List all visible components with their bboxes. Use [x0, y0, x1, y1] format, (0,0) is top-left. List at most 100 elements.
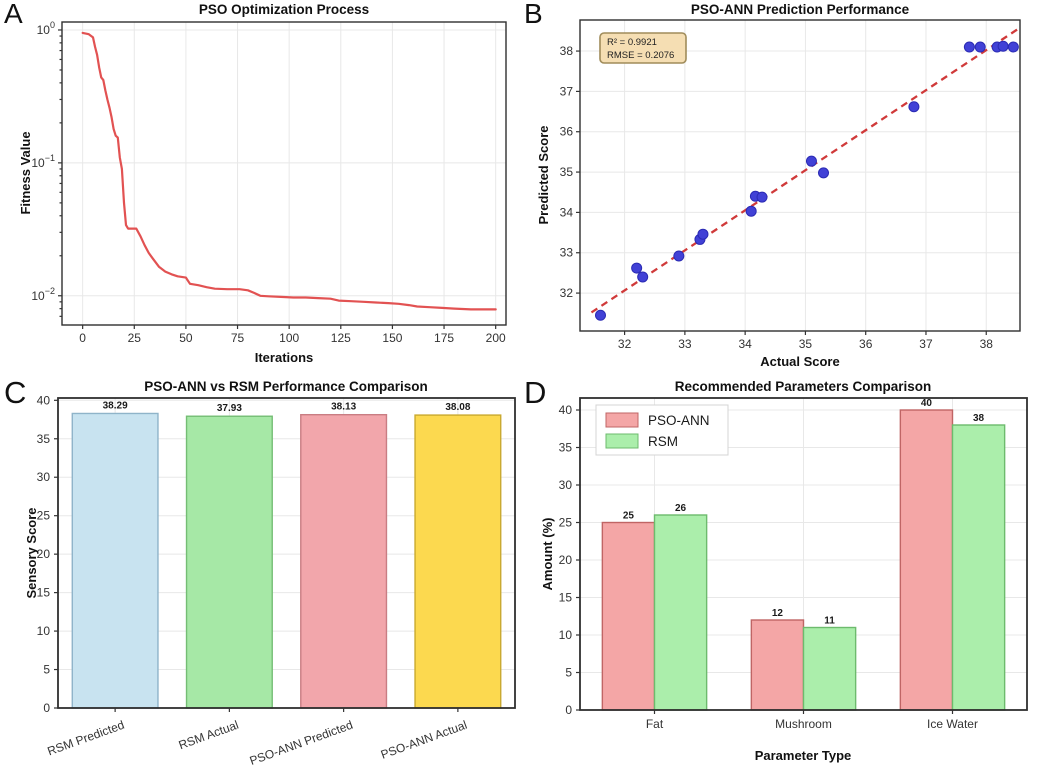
- svg-text:15: 15: [37, 586, 51, 600]
- axes-d: 0 5 10 15 20 25 30 35 40 Fat Mushroom Ice Water: [559, 403, 978, 731]
- svg-text:34: 34: [738, 337, 752, 351]
- grouped-bar-chart-parameters: 25 26 12 11 40 38 0 5 10 15 20 25 30 35 40 Fat Mushroom…: [540, 379, 1028, 763]
- panel-a: A 0 25 50 75 100 125 150 175 200 100 10−1 10−2 PSO …: [0, 0, 520, 375]
- svg-text:PSO-ANN Predicted: PSO-ANN Predicted: [248, 718, 355, 767]
- legend-label-pso-ann: PSO-ANN: [648, 413, 710, 428]
- svg-text:25: 25: [128, 331, 142, 345]
- svg-text:200: 200: [486, 331, 506, 345]
- svg-text:40: 40: [559, 403, 573, 417]
- svg-text:50: 50: [179, 331, 193, 345]
- svg-text:20: 20: [37, 547, 51, 561]
- plot-frame-c: [57, 397, 516, 709]
- svg-text:40: 40: [921, 398, 933, 409]
- stats-annotation: R² = 0.9921 RMSE = 0.2076: [599, 32, 687, 64]
- grid-a: [62, 22, 506, 325]
- svg-text:RSM Predicted: RSM Predicted: [46, 718, 127, 759]
- svg-text:5: 5: [565, 666, 572, 680]
- svg-text:0: 0: [43, 701, 50, 715]
- svg-text:35: 35: [37, 432, 51, 446]
- svg-text:33: 33: [560, 246, 574, 260]
- bar-chart-performance-comparison: 38.29 37.93 38.13 38.08 0 5 10 15 20 25 30 35 40 RSM…: [24, 379, 516, 767]
- svg-text:100: 100: [279, 331, 299, 345]
- panel-letter-c: C: [4, 375, 27, 410]
- svg-text:38: 38: [980, 337, 994, 351]
- line-chart-pso-optimization: 0 25 50 75 100 125 150 175 200 100 10−1 10−2 PSO Op…: [18, 2, 507, 365]
- plot-frame-a: [61, 21, 507, 326]
- svg-text:30: 30: [37, 470, 51, 484]
- svg-text:25: 25: [559, 516, 573, 530]
- svg-text:35: 35: [560, 165, 574, 179]
- svg-text:30: 30: [559, 478, 573, 492]
- chart-title-d: Recommended Parameters Comparison: [675, 379, 932, 394]
- svg-text:125: 125: [331, 331, 351, 345]
- svg-text:38.08: 38.08: [445, 402, 470, 413]
- svg-text:32: 32: [618, 337, 632, 351]
- svg-text:36: 36: [859, 337, 873, 351]
- svg-text:38: 38: [973, 413, 985, 424]
- svg-text:150: 150: [382, 331, 402, 345]
- svg-text:11: 11: [824, 616, 835, 627]
- panel-c: C 38.29 37.93 38.13 38.08 0 5 10 15 20 25 30 35 40 R…: [0, 375, 520, 767]
- svg-text:0: 0: [565, 703, 572, 717]
- parameter-bars: 25 26 12 11 40 38: [601, 398, 1006, 711]
- sensory-score-bars: 38.29 37.93 38.13 38.08: [71, 400, 502, 709]
- chart-title-a: PSO Optimization Process: [199, 2, 369, 17]
- svg-text:35: 35: [559, 441, 573, 455]
- svg-text:RSM Actual: RSM Actual: [177, 718, 241, 753]
- svg-text:PSO-ANN Actual: PSO-ANN Actual: [379, 718, 469, 762]
- legend-swatch-rsm: [605, 433, 639, 449]
- panel-letter-a: A: [4, 0, 23, 29]
- panel-d: D 25 26 12 11 40 38 0 5 10 15 20 25 30 35 40 Fat Mushro…: [520, 375, 1041, 767]
- y-axis-label-a: Fitness Value: [18, 131, 33, 214]
- svg-text:20: 20: [559, 553, 573, 567]
- chart-title-c: PSO-ANN vs RSM Performance Comparison: [144, 379, 428, 394]
- svg-text:10−1: 10−1: [31, 153, 55, 170]
- svg-text:25: 25: [623, 511, 635, 522]
- svg-text:38.29: 38.29: [103, 400, 128, 411]
- y-axis-label-c: Sensory Score: [24, 507, 39, 598]
- fitness-line-series: [81, 31, 497, 311]
- panel-b: B 32 33 34 35 36 37 38 32 33 34 35 36 37 38 R² = 0.99…: [520, 0, 1041, 375]
- svg-text:37.93: 37.93: [217, 403, 242, 414]
- chart-title-b: PSO-ANN Prediction Performance: [691, 2, 910, 17]
- svg-text:38: 38: [560, 44, 574, 58]
- scatter-series: [590, 26, 1021, 321]
- svg-text:15: 15: [559, 591, 573, 605]
- axes-b: 32 33 34 35 36 37 38 32 33 34 35 36 37 38: [560, 44, 994, 351]
- svg-text:10: 10: [559, 628, 573, 642]
- svg-text:10: 10: [37, 624, 51, 638]
- svg-text:Mushroom: Mushroom: [775, 717, 832, 731]
- svg-text:0: 0: [79, 331, 86, 345]
- svg-text:33: 33: [678, 337, 692, 351]
- x-axis-label-a: Iterations: [255, 350, 314, 365]
- svg-text:Fat: Fat: [646, 717, 664, 731]
- legend-swatch-pso-ann: [605, 412, 639, 428]
- svg-text:25: 25: [37, 509, 51, 523]
- stats-annotation-box: [599, 32, 687, 64]
- svg-text:10−2: 10−2: [31, 286, 55, 303]
- grid-b: [580, 20, 1020, 331]
- svg-text:34: 34: [560, 205, 574, 219]
- svg-text:35: 35: [799, 337, 813, 351]
- svg-text:38.13: 38.13: [331, 402, 356, 413]
- svg-text:36: 36: [560, 125, 574, 139]
- rmse-value: RMSE = 0.2076: [607, 50, 674, 61]
- svg-text:37: 37: [919, 337, 933, 351]
- svg-text:40: 40: [37, 393, 51, 407]
- x-axis-label-b: Actual Score: [760, 354, 839, 369]
- svg-text:100: 100: [37, 20, 55, 37]
- y-axis-label-b: Predicted Score: [536, 126, 551, 225]
- plot-frame-b: [579, 19, 1021, 332]
- legend: PSO-ANN RSM: [595, 404, 729, 456]
- svg-text:12: 12: [772, 608, 784, 619]
- y-axis-label-d: Amount (%): [540, 518, 555, 591]
- svg-text:5: 5: [43, 663, 50, 677]
- panel-letter-b: B: [524, 0, 543, 29]
- svg-text:75: 75: [231, 331, 245, 345]
- legend-label-rsm: RSM: [648, 434, 678, 449]
- svg-text:32: 32: [560, 286, 574, 300]
- svg-text:175: 175: [434, 331, 454, 345]
- svg-text:Ice Water: Ice Water: [927, 717, 978, 731]
- svg-text:37: 37: [560, 84, 574, 98]
